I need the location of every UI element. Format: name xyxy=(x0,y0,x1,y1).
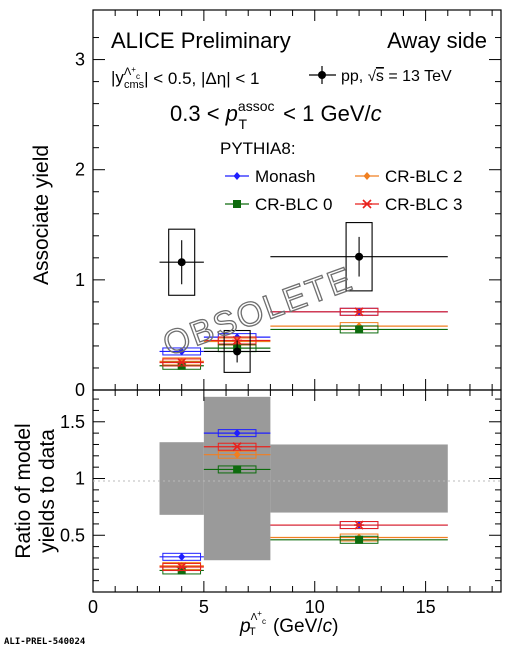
x-tick-label: 0 xyxy=(88,597,98,617)
bottom-axis-ticks: 0 5 10 15 0.5 1 1.5 xyxy=(60,390,501,617)
data-uncertainty-band xyxy=(203,396,271,561)
model-series-bottom xyxy=(159,429,448,575)
figure-id: ALI-PREL-540024 xyxy=(4,637,86,647)
x-tick-label: 5 xyxy=(199,597,209,617)
rapidity-cut: |yΛ+c cms| < 0.5, |Δη| < 1 xyxy=(111,65,259,91)
legend-model-label: CR-BLC 0 xyxy=(255,195,332,214)
x-tick-label: 15 xyxy=(416,597,436,617)
model-box-bottom xyxy=(162,563,202,572)
legend-model-marker xyxy=(363,172,371,180)
model-marker-bottom xyxy=(354,520,365,530)
data-point xyxy=(177,258,186,267)
legend-data-label: pp, √s = 13 TeV xyxy=(341,68,452,85)
y-tick-label-bottom: 0.5 xyxy=(60,525,85,545)
model-marker-top xyxy=(355,325,364,334)
y-tick-label-top: 3 xyxy=(75,50,85,70)
data-point xyxy=(355,252,364,261)
legend-model-label: CR-BLC 2 xyxy=(385,167,462,186)
model-box-bottom xyxy=(217,442,257,451)
model-box-top xyxy=(162,358,202,367)
data-point xyxy=(233,347,242,356)
model-marker-bottom xyxy=(178,552,186,561)
model-marker-bottom xyxy=(233,465,242,474)
legend-model-label: CR-BLC 3 xyxy=(385,195,462,214)
bottom-panel-frame xyxy=(92,389,502,593)
side-label: Away side xyxy=(387,28,487,53)
model-marker-top xyxy=(176,357,187,368)
model-box-top xyxy=(339,307,379,316)
model-marker-bottom xyxy=(233,450,241,459)
y-tick-label-bottom: 1 xyxy=(75,469,85,489)
model-marker-bottom xyxy=(176,562,187,572)
assoc-range-label: 0.3 < passoc T < 1 GeV/c xyxy=(170,98,382,132)
model-series-top xyxy=(159,307,448,370)
legend-model-label: Monash xyxy=(255,167,315,186)
top-y-axis-title: Associate yield xyxy=(30,145,53,285)
model-legend: Monash CR-BLC 2 CR-BLC 0 CR-BLC 3 xyxy=(225,167,462,214)
bottom-y-axis-title-line1: Ratio of model xyxy=(12,423,35,558)
y-tick-label-bottom: 1.5 xyxy=(60,412,85,432)
data-series xyxy=(159,222,448,373)
top-axis-ticks: 0 1 2 3 xyxy=(75,10,501,400)
bottom-y-axis-title-line2: yields to data xyxy=(36,429,59,553)
legend-model-marker xyxy=(233,200,241,208)
pythia-header: PYTHIA8: xyxy=(220,139,296,158)
legend-data-marker-dot xyxy=(318,71,326,79)
model-marker-top xyxy=(178,347,186,356)
data-uncertainty-band xyxy=(270,444,448,513)
data-uncertainty-band xyxy=(159,442,204,515)
model-box-bottom xyxy=(339,521,379,530)
legend-model-marker xyxy=(362,199,372,209)
experiment-label: ALICE Preliminary xyxy=(111,28,291,53)
model-marker-top xyxy=(354,307,365,317)
y-tick-label-top: 2 xyxy=(75,160,85,180)
y-tick-label-top: 1 xyxy=(75,270,85,290)
x-tick-label: 10 xyxy=(305,597,325,617)
legend-model-marker xyxy=(233,172,241,180)
model-marker-bottom xyxy=(232,442,243,452)
model-marker-bottom xyxy=(355,535,364,544)
x-axis-title: pΛ+c T (GeV/c) xyxy=(239,609,338,638)
y-tick-label-top: 0 xyxy=(75,380,85,400)
uncertainty-bands xyxy=(159,396,448,561)
model-marker-bottom xyxy=(233,429,241,438)
